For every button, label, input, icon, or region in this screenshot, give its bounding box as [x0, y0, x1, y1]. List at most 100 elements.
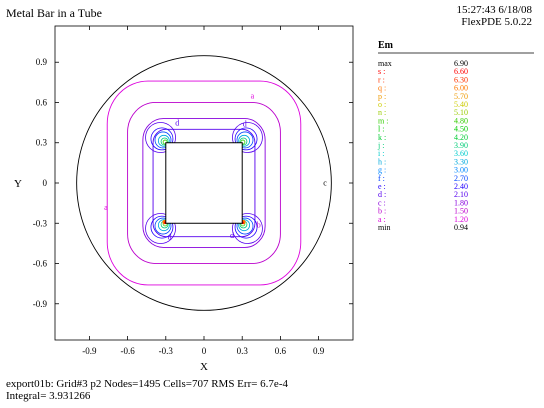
- legend-level-value: 5.10: [454, 108, 468, 117]
- hot-spot-ring: [145, 213, 176, 244]
- legend-level-label: h :: [378, 157, 386, 166]
- legend-level-value: 1.20: [454, 215, 468, 224]
- axes: -0.9 -0.6 -0.3 0 0.3 0.6 0.9 0.9 0.6 0.3 0 -0.3 -0.6…: [14, 26, 353, 373]
- legend-level-label: r :: [378, 75, 385, 84]
- legend-level-value: 3.00: [454, 166, 468, 175]
- hot-spot-ring: [145, 122, 176, 153]
- x-tick-label: 0.3: [237, 346, 249, 356]
- hot-spot-ring: [154, 217, 172, 235]
- hot-spot-ring: [150, 127, 174, 151]
- y-tick-label: -0.6: [33, 259, 48, 269]
- contour-label: d: [243, 120, 247, 129]
- y-tick-label: -0.3: [33, 218, 48, 228]
- legend-level-label: a :: [378, 215, 386, 224]
- legend-level-label: i :: [378, 149, 384, 158]
- legend-level-value: 2.70: [454, 174, 468, 183]
- legend-level-label: j :: [377, 141, 384, 150]
- legend-level-value: 5.40: [454, 100, 468, 109]
- y-tick-label: 0: [43, 178, 48, 188]
- x-tick-label: -0.6: [120, 346, 135, 356]
- legend-level-value: 4.20: [454, 133, 468, 142]
- legend-level-label: s :: [378, 67, 385, 76]
- contour-label: d: [230, 231, 234, 240]
- legend-level-value: 3.90: [454, 141, 468, 150]
- legend-min-label: min: [378, 223, 390, 232]
- hot-spot-ring: [236, 217, 254, 235]
- legend-level-label: b :: [378, 207, 386, 216]
- legend-level-label: l :: [378, 125, 384, 134]
- legend-level-label: d :: [378, 190, 386, 199]
- contour-label: d: [175, 118, 179, 127]
- hot-spot-ring: [238, 219, 251, 232]
- legend-level-label: g :: [378, 166, 386, 175]
- metal-bar: [165, 142, 243, 224]
- contour-labels: a a b c d d d d: [104, 91, 327, 241]
- y-tick-label: 0.9: [36, 57, 48, 67]
- hot-spot-ring: [236, 131, 254, 149]
- chart-title: Metal Bar in a Tube: [6, 6, 102, 20]
- legend-level-label: k :: [378, 133, 386, 142]
- legend-variable: Em: [378, 40, 394, 51]
- hot-spot-ring: [157, 219, 170, 232]
- x-axis-label: X: [200, 361, 208, 373]
- legend-level-label: m :: [378, 116, 388, 125]
- hot-spot-ring: [232, 213, 263, 244]
- contour-label: a: [251, 91, 255, 100]
- y-tick-label: 0.6: [36, 97, 48, 107]
- hot-spot-ring: [239, 137, 248, 146]
- y-tick-label: 0.3: [36, 138, 48, 148]
- y-tick-label: -0.9: [33, 299, 48, 309]
- hot-spot-ring: [162, 139, 168, 145]
- legend-level-value: 3.60: [454, 149, 468, 158]
- contour-b: [127, 102, 281, 264]
- integral-value: Integral= 3.931266: [6, 390, 91, 402]
- legend-level-label: p :: [378, 92, 386, 101]
- hot-spot-ring: [234, 215, 258, 239]
- hot-spot-ring: [160, 137, 169, 146]
- legend-level-value: 2.10: [454, 190, 468, 199]
- legend-level-value: 4.50: [454, 125, 468, 134]
- legend-level-value: 6.60: [454, 67, 468, 76]
- hot-spot-0: [145, 122, 176, 153]
- run-time: 15:27:43 6/18/08: [456, 4, 532, 16]
- contour-a: [106, 80, 302, 286]
- legend-level-label: o :: [378, 100, 386, 109]
- tube-boundary: [76, 55, 332, 311]
- legend-level-label: c :: [378, 198, 386, 207]
- legend-level-value: 3.30: [454, 157, 468, 166]
- hot-spot-ring: [240, 139, 246, 145]
- hot-spot-ring: [232, 122, 263, 153]
- contour-label: a: [104, 203, 108, 212]
- y-axis-label: Y: [14, 178, 22, 190]
- hot-spot-ring: [157, 134, 170, 147]
- legend-max-label: max: [378, 59, 392, 68]
- timestamp-block: 15:27:43 6/18/08 FlexPDE 5.0.22: [457, 4, 532, 28]
- x-tick-label: -0.3: [159, 346, 174, 356]
- legend-level-label: e :: [378, 182, 386, 191]
- contour-lines: [106, 80, 302, 286]
- contour-c: [142, 118, 266, 248]
- legend-level-label: f :: [378, 174, 385, 183]
- software-version: FlexPDE 5.0.22: [461, 16, 532, 28]
- legend-max-value: 6.90: [454, 59, 468, 68]
- legend-level-value: 6.00: [454, 84, 468, 93]
- legend-level-label: q :: [378, 84, 386, 93]
- grid-stats: export01b: Grid#3 p2 Nodes=1495 Cells=70…: [6, 378, 288, 390]
- x-tick-label: 0: [202, 346, 207, 356]
- contour-label: b: [257, 220, 261, 229]
- x-tick-label: 0.9: [313, 346, 325, 356]
- legend-level-value: 1.50: [454, 207, 468, 216]
- legend: Em max 6.90 s : 6.60 r : 6.30 q : 6.00 p : 5.70 o :…: [377, 40, 534, 232]
- hot-spot-ring: [154, 131, 172, 149]
- legend-level-value: 4.80: [454, 116, 468, 125]
- hot-spot-ring: [234, 127, 258, 151]
- legend-level-label: n :: [378, 108, 386, 117]
- contour-label: c: [323, 179, 327, 188]
- legend-level-value: 2.40: [454, 182, 468, 191]
- contour-label: d: [168, 232, 172, 241]
- hot-spot-1: [232, 122, 263, 153]
- hot-spot-ring: [238, 134, 251, 147]
- hot-spot-ring: [150, 215, 174, 239]
- contour-d: [152, 128, 256, 238]
